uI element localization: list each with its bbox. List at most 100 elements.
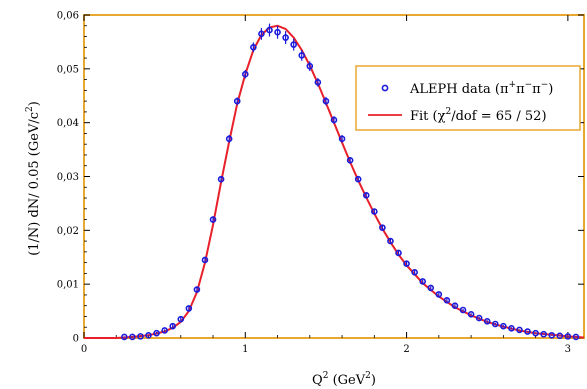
data-point <box>258 30 265 38</box>
data-points-group <box>121 23 580 341</box>
data-point <box>330 116 338 124</box>
x-tick-label: 2 <box>403 344 409 355</box>
data-point <box>225 135 233 143</box>
data-point <box>185 305 193 312</box>
data-point <box>403 260 410 268</box>
data-point <box>177 315 185 323</box>
fit-curve-group <box>84 24 585 339</box>
data-point <box>274 28 281 36</box>
data-point <box>508 325 515 332</box>
y-axis-ticks: 0 0,01 0,02 0,03 0,04 0,05 0,06 <box>57 11 584 345</box>
x-axis-title: Q2 (GeV2) <box>312 371 376 388</box>
x-axis-title-main: Q <box>312 373 323 388</box>
data-point <box>217 175 225 183</box>
x-axis-title-unit-close: ) <box>371 373 376 388</box>
legend-label-data: ALEPH data (π+π−π−) <box>409 80 553 97</box>
legend-fit-prefix: Fit (χ <box>410 109 446 124</box>
data-point <box>145 332 152 339</box>
y-tick-label: 0,05 <box>57 64 79 75</box>
data-point <box>193 286 201 293</box>
x-axis-title-unit-open: (GeV <box>328 373 365 388</box>
data-point <box>266 26 273 34</box>
data-point <box>419 278 427 285</box>
y-axis-title-main: (1/N) dN/ 0.05 (GeV/c <box>27 112 42 256</box>
data-point <box>411 269 418 276</box>
plot-frame <box>83 14 585 339</box>
data-point <box>540 330 547 338</box>
x-axis-title-unit-sup: 2 <box>365 371 371 381</box>
data-point <box>129 333 136 341</box>
legend: ALEPH data (π+π−π−) Fit (χ2/dof = 65 / 5… <box>355 65 581 131</box>
legend-data-suffix: ) <box>548 82 553 97</box>
y-axis-title-close: ) <box>27 101 42 106</box>
data-point <box>314 78 322 86</box>
data-point <box>306 62 314 70</box>
legend-marker-data <box>381 84 389 92</box>
data-point <box>500 322 507 330</box>
data-point <box>346 157 354 164</box>
data-point <box>427 284 435 292</box>
fit-curve <box>84 24 585 339</box>
data-point <box>161 327 168 334</box>
data-point <box>483 318 491 325</box>
plot-area <box>83 14 585 339</box>
legend-fit-suffix: /dof = 65 / 52) <box>451 109 546 124</box>
data-point <box>298 52 306 59</box>
x-tick-label: 3 <box>565 344 571 355</box>
legend-data-prefix: ALEPH data (π <box>409 82 509 97</box>
data-point <box>491 320 499 328</box>
data-point <box>556 332 564 340</box>
legend-label-fit: Fit (χ2/dof = 65 / 52) <box>410 107 547 124</box>
data-point <box>338 135 346 143</box>
data-point <box>250 43 257 51</box>
data-point <box>572 333 580 341</box>
y-tick-label: 0,03 <box>57 172 79 183</box>
data-point <box>516 326 523 334</box>
y-tick-label: 0,04 <box>57 118 79 129</box>
data-point <box>322 97 330 105</box>
data-point <box>121 333 128 341</box>
legend-fit-sup1: 2 <box>445 107 451 117</box>
x-tick-label: 1 <box>242 344 248 355</box>
data-point <box>201 256 209 264</box>
data-point <box>209 216 217 223</box>
legend-data-sup3: − <box>541 80 549 90</box>
data-point <box>459 306 467 314</box>
data-point <box>169 322 177 330</box>
y-tick-label: 0,02 <box>57 226 79 237</box>
legend-data-sup2: − <box>525 80 533 90</box>
data-point <box>532 329 539 337</box>
data-point <box>282 34 289 41</box>
legend-data-mid2: π <box>532 82 541 97</box>
data-point <box>290 41 297 48</box>
data-point <box>548 332 556 339</box>
legend-data-mid1: π <box>516 82 525 97</box>
data-point <box>451 302 459 310</box>
legend-box <box>355 65 581 131</box>
data-point <box>379 224 386 231</box>
data-point <box>435 291 443 298</box>
data-point <box>153 329 160 337</box>
y-tick-label: 0,01 <box>57 280 79 291</box>
legend-data-sup1: + <box>509 80 517 90</box>
data-point <box>475 314 483 322</box>
x-tick-label: 0 <box>81 344 87 355</box>
y-axis-title-sup: 2 <box>25 106 35 112</box>
data-point <box>371 208 378 215</box>
y-tick-label: 0,06 <box>57 11 79 22</box>
data-point <box>443 297 451 304</box>
data-point <box>395 249 402 257</box>
data-point <box>467 311 475 318</box>
data-point <box>241 70 249 78</box>
x-axis-title-sup: 2 <box>323 371 329 381</box>
data-point <box>233 97 241 105</box>
data-point <box>362 192 370 199</box>
y-axis-title: (1/N) dN/ 0.05 (GeV/c2) <box>25 101 42 256</box>
data-point <box>524 328 531 335</box>
y-tick-label: 0 <box>73 334 79 345</box>
data-point <box>387 237 394 245</box>
data-point <box>354 175 362 183</box>
data-point <box>564 333 572 340</box>
data-point <box>137 333 144 340</box>
